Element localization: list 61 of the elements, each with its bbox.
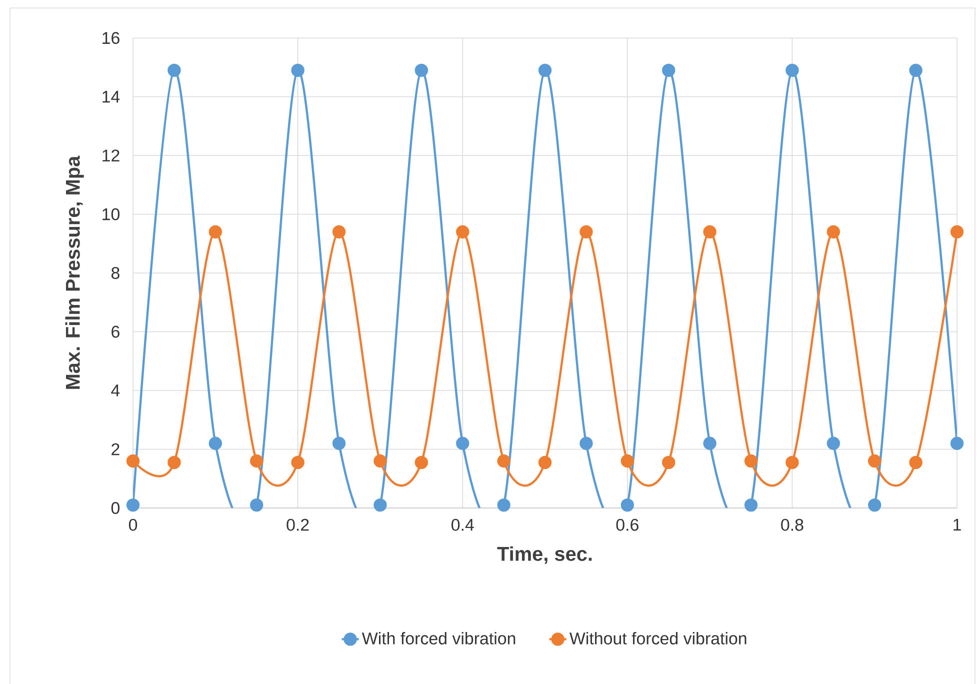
- y-tick-label: 10: [102, 208, 120, 220]
- legend-label: Without forced vibration: [570, 632, 746, 644]
- point: [332, 225, 346, 238]
- y-tick-label: 14: [102, 90, 120, 103]
- point: [168, 456, 181, 470]
- point: [786, 64, 799, 77]
- x-tick-label: 0.2: [286, 518, 309, 531]
- point: [374, 498, 387, 512]
- point: [703, 436, 716, 450]
- point: [538, 456, 552, 470]
- point: [126, 454, 140, 468]
- y-tick-label: 4: [111, 384, 120, 396]
- point: [208, 436, 222, 450]
- x-tick-label: 1: [954, 518, 961, 530]
- point: [620, 498, 634, 512]
- point: [703, 225, 716, 238]
- point: [826, 225, 840, 238]
- point: [250, 454, 264, 468]
- point: [950, 225, 964, 238]
- point: [950, 436, 964, 450]
- point: [826, 436, 840, 450]
- x-tick-label: 0.8: [781, 518, 804, 531]
- point: [662, 456, 676, 470]
- point: [456, 436, 470, 450]
- y-tick-label: 0: [111, 502, 120, 514]
- y-tick-label: 8: [111, 266, 120, 279]
- point: [580, 225, 593, 238]
- point: [126, 498, 140, 512]
- y-tick-label: 6: [112, 326, 120, 338]
- y-tick-label: 2: [112, 443, 120, 456]
- point: [250, 498, 264, 512]
- y-tick-label: 12: [102, 150, 120, 162]
- point: [868, 454, 882, 468]
- point: [208, 225, 222, 238]
- point: [291, 456, 304, 470]
- x-tick-label: 0.4: [451, 518, 474, 531]
- point: [497, 498, 510, 512]
- point: [620, 454, 634, 468]
- point: [497, 454, 510, 468]
- x-tick-label: 0: [128, 518, 138, 531]
- legend-label: With forced vibration: [362, 632, 516, 644]
- point: [414, 64, 428, 77]
- point: [414, 456, 428, 470]
- point: [332, 436, 346, 450]
- point: [456, 225, 470, 238]
- point: [909, 456, 922, 470]
- point: [291, 64, 304, 77]
- point: [538, 64, 552, 77]
- point: [744, 498, 758, 512]
- x-tick-label: 0.6: [616, 518, 638, 531]
- point: [868, 498, 882, 512]
- point: [580, 436, 593, 450]
- point: [374, 454, 387, 468]
- y-axis-title: Max. Film Pressure, Mpa: [65, 156, 84, 389]
- point: [786, 456, 799, 470]
- point: [662, 64, 676, 77]
- point: [168, 64, 181, 77]
- point: [909, 64, 922, 77]
- y-tick-label: 16: [102, 32, 120, 44]
- point: [744, 454, 758, 468]
- x-axis-title: Time, sec.: [497, 546, 592, 564]
